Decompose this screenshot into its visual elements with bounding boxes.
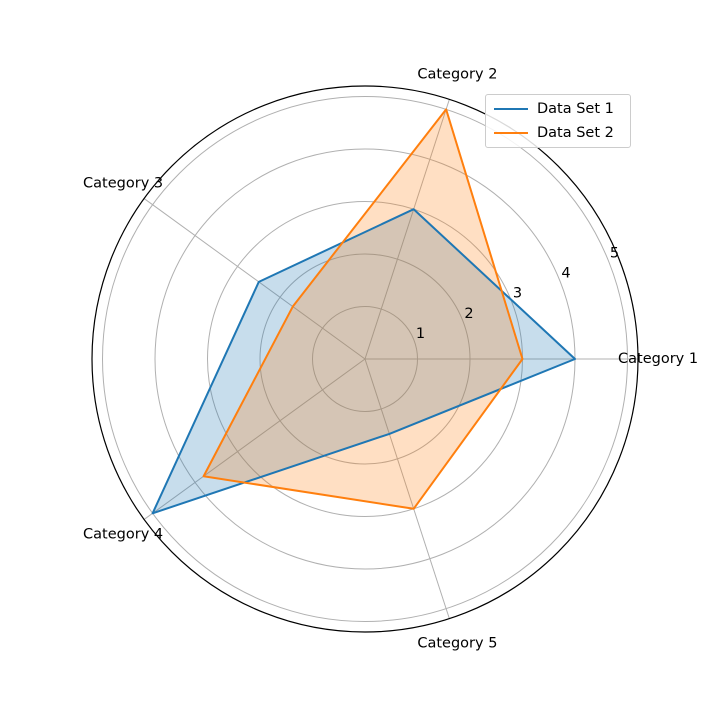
radial-tick-label-2: 2	[464, 306, 473, 322]
series-line-2	[202, 108, 524, 510]
category-label-4: Category 4	[83, 527, 163, 543]
series-line-1	[151, 208, 576, 515]
grid-spoke-5	[364, 358, 450, 619]
grid-spoke-2	[364, 99, 450, 360]
category-label-1: Category 1	[618, 351, 698, 367]
radial-tick-label-5: 5	[610, 246, 619, 262]
series-fill-2	[203, 109, 523, 509]
category-label-2: Category 2	[417, 67, 497, 83]
radial-tick-label-4: 4	[561, 266, 570, 282]
legend-swatch-data-set-2	[494, 132, 528, 134]
legend-item-data-set-2: Data Set 2	[494, 122, 614, 144]
polar-frame	[91, 85, 639, 633]
radial-tick-label-1: 1	[416, 326, 425, 342]
legend-swatch-data-set-1	[494, 108, 528, 110]
legend-item-data-set-1: Data Set 1	[494, 98, 614, 120]
grid-spoke-4	[143, 358, 366, 520]
category-label-5: Category 5	[417, 635, 497, 651]
legend-label-data-set-2: Data Set 2	[537, 125, 614, 141]
category-label-3: Category 3	[83, 175, 163, 191]
legend: Data Set 1 Data Set 2	[485, 94, 631, 148]
radial-tick-label-3: 3	[513, 286, 522, 302]
grid-spoke-3	[143, 198, 366, 360]
legend-label-data-set-1: Data Set 1	[537, 101, 614, 117]
